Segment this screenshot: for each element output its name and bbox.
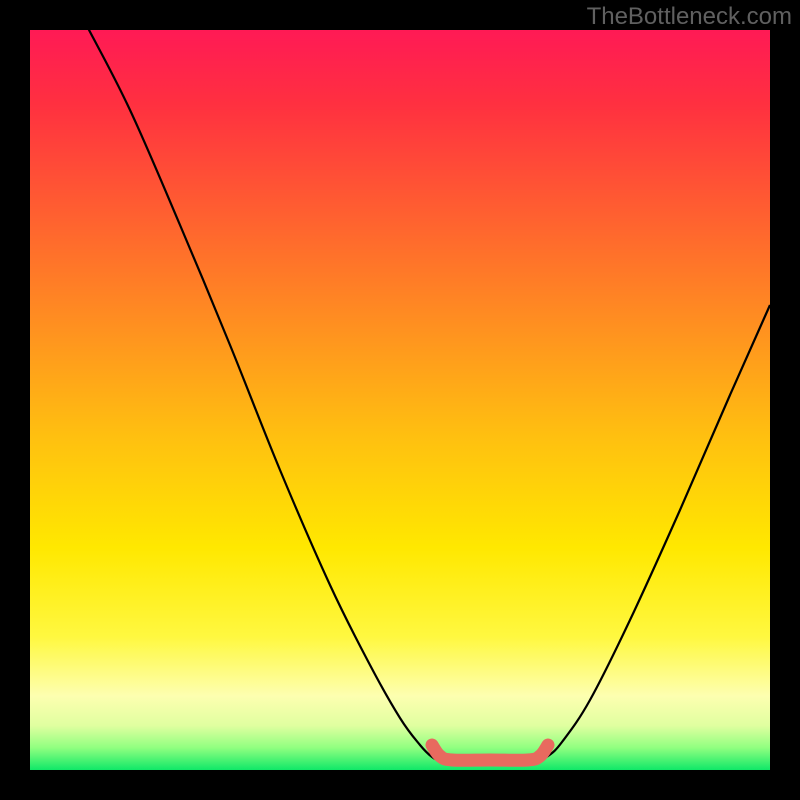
plot-area [30,30,770,770]
watermark-text: TheBottleneck.com [587,3,792,30]
bottleneck-chart: TheBottleneck.com [0,0,800,800]
